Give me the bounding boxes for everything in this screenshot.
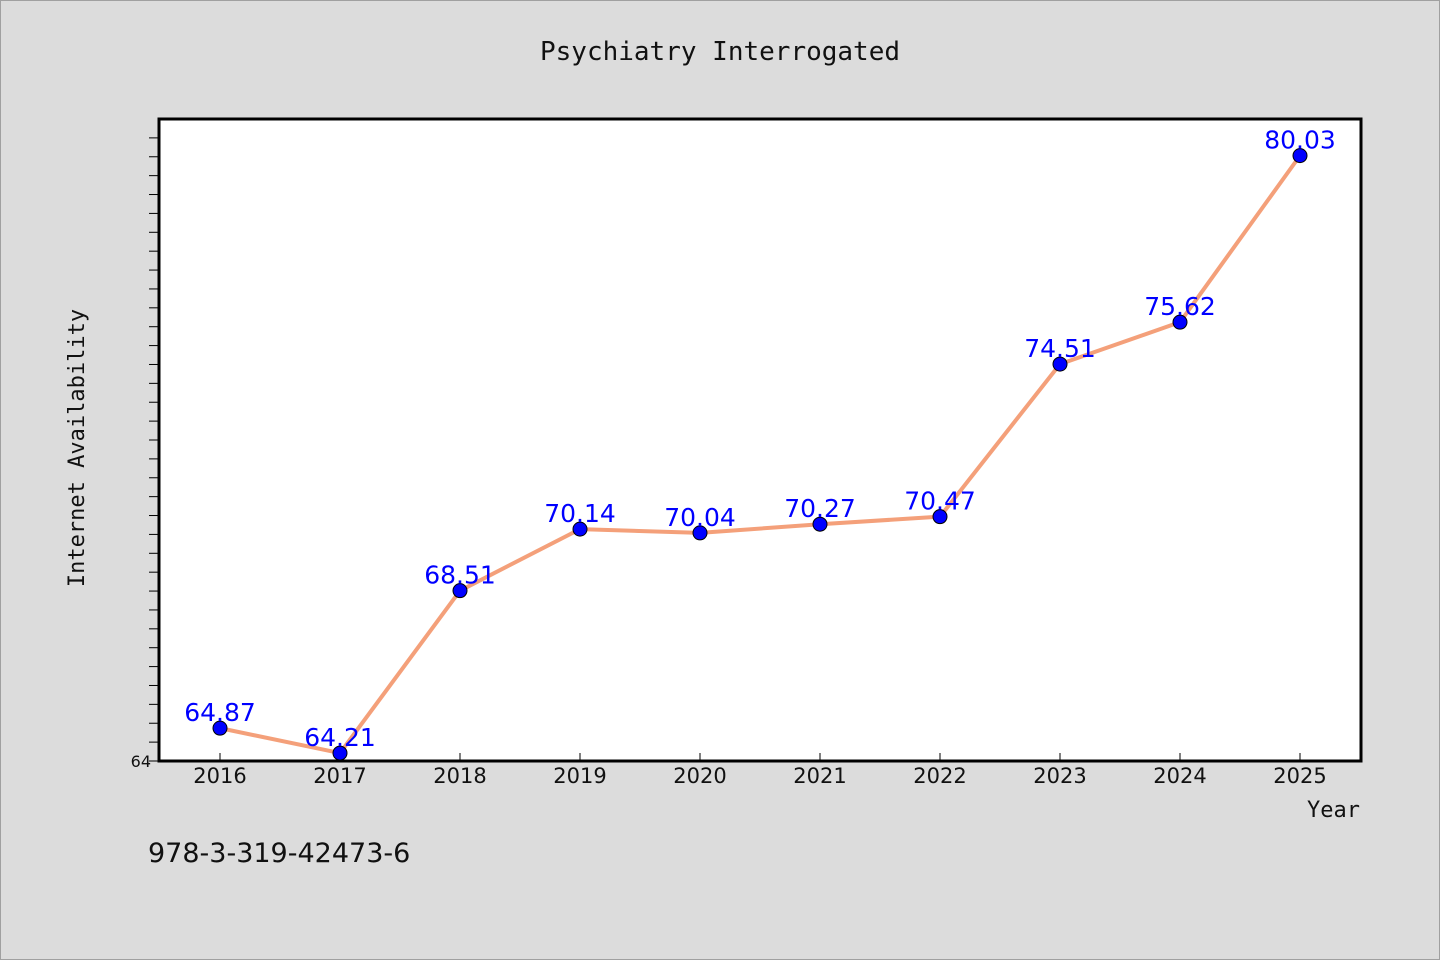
- data-point: [932, 509, 948, 525]
- data-point: [812, 516, 828, 532]
- y-tick-label: 64: [131, 752, 151, 771]
- x-tick-label: 2020: [673, 764, 726, 788]
- data-label: 68.51: [424, 561, 496, 590]
- data-label: 70.04: [664, 503, 736, 532]
- x-tick-label: 2017: [313, 764, 366, 788]
- x-tick-label: 2024: [1153, 764, 1206, 788]
- data-label: 70.14: [544, 499, 616, 528]
- data-label: 70.27: [784, 494, 856, 523]
- plot-area: [157, 117, 1363, 763]
- data-point: [212, 720, 228, 736]
- x-tick-label: 2019: [553, 764, 606, 788]
- data-label: 74.51: [1024, 334, 1096, 363]
- x-tick-label: 2022: [913, 764, 966, 788]
- data-labels: 64.87 64.21 68.51 70.14 70.04 70.27 70.47 74.51…: [184, 126, 1336, 752]
- data-label: 70.47: [904, 487, 976, 516]
- series-markers: [212, 148, 1308, 761]
- data-label: 80.03: [1264, 126, 1336, 155]
- data-label: 64.21: [304, 723, 376, 752]
- x-axis-ticks: 2016 2017 2018 2019 2020 2021 2022 2023 2024 2025: [193, 753, 1327, 788]
- x-tick-label: 2018: [433, 764, 486, 788]
- data-point: [332, 745, 348, 761]
- chart-title: Psychiatry Interrogated: [540, 37, 900, 67]
- data-label: 64.87: [184, 698, 256, 727]
- data-point: [452, 583, 468, 599]
- data-point: [572, 521, 588, 537]
- y-axis-ticks: 64: [131, 137, 159, 771]
- series-line: [219, 154, 1302, 756]
- x-axis-label: Year: [1307, 798, 1360, 823]
- x-tick-label: 2023: [1033, 764, 1086, 788]
- data-label: 75.62: [1144, 292, 1216, 321]
- data-point: [1292, 148, 1308, 164]
- footnote-isbn: 978-3-319-42473-6: [148, 838, 410, 869]
- data-point: [692, 525, 708, 541]
- data-point: [1052, 356, 1068, 372]
- x-tick-label: 2021: [793, 764, 846, 788]
- data-point: [1172, 314, 1188, 330]
- x-tick-label: 2025: [1273, 764, 1326, 788]
- y-axis-label: Internet Availability: [65, 309, 90, 587]
- x-tick-label: 2016: [193, 764, 246, 788]
